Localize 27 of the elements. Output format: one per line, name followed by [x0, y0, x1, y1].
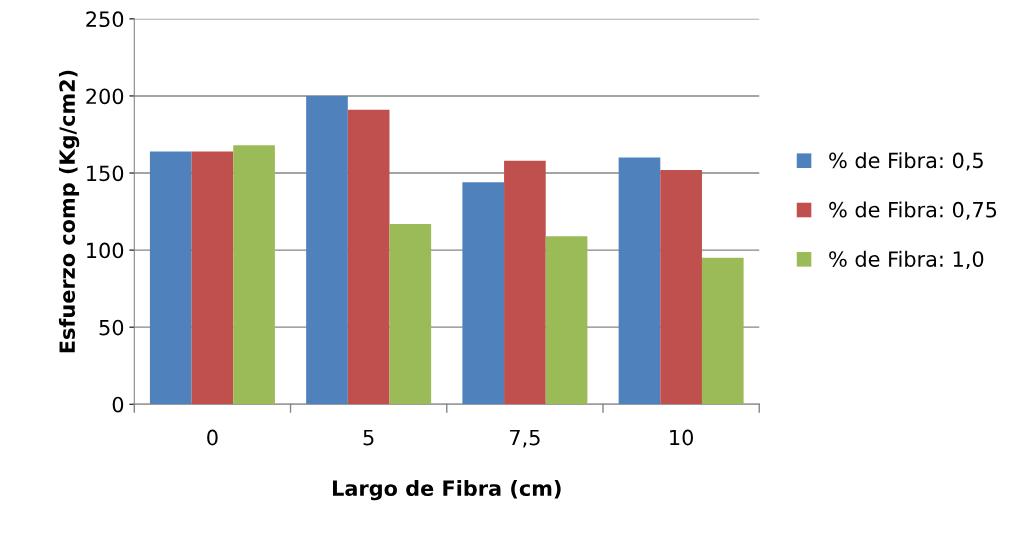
bar	[347, 109, 390, 405]
bar	[504, 160, 546, 405]
bar	[660, 169, 702, 405]
y-tick-label: 100	[87, 242, 124, 259]
legend-label: % de Fibra: 0,75	[829, 201, 997, 220]
legend-label: % de Fibra: 0,5	[829, 152, 983, 171]
bar	[306, 95, 348, 405]
x-tick-label: 0	[207, 429, 218, 446]
bar	[545, 236, 588, 405]
x-axis-title: Largo de Fibra (cm)	[333, 479, 561, 501]
bar	[701, 257, 744, 405]
bar	[618, 157, 661, 405]
x-tick-label: 10	[670, 429, 694, 446]
x-tick-label: 7,5	[510, 429, 540, 448]
x-tick-label: 5	[363, 429, 374, 446]
bar	[389, 223, 432, 405]
legend-label: % de Fibra: 1,0	[829, 250, 984, 270]
bar	[149, 151, 192, 405]
bar	[233, 145, 275, 405]
y-tick-label: 50	[99, 319, 124, 336]
y-tick-label: 200	[86, 88, 124, 105]
y-axis-title: Esfuerzo comp (Kg/cm2)	[58, 70, 80, 353]
bar	[191, 151, 234, 405]
y-tick-label: 250	[86, 11, 124, 28]
bar	[462, 182, 505, 405]
y-tick-label: 0	[112, 396, 124, 413]
y-tick-label: 150	[87, 165, 124, 182]
